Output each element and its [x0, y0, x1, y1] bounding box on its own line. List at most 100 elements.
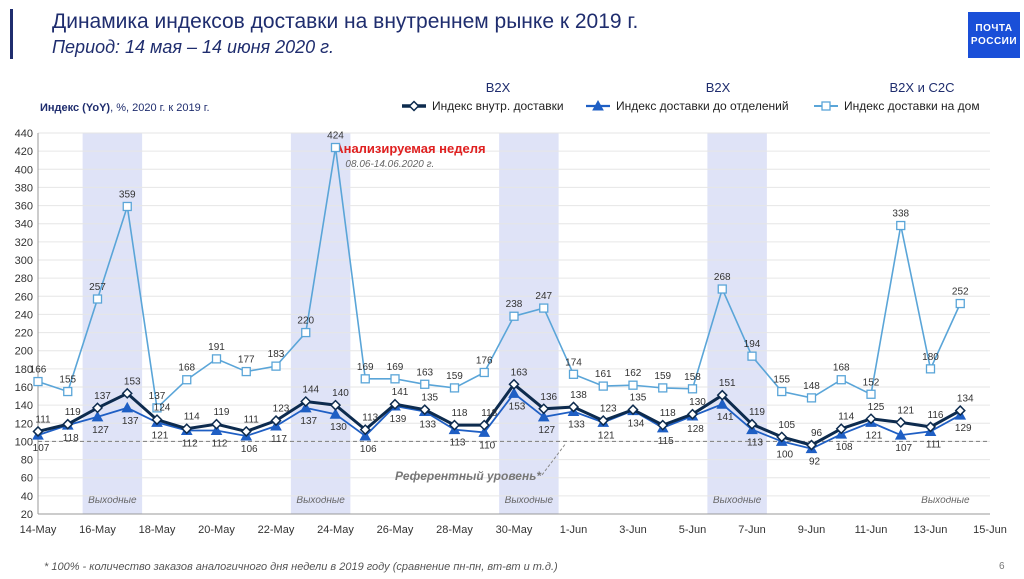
- series-point-square: [896, 220, 906, 231]
- data-label-branch: 153: [509, 401, 526, 412]
- y-tick-label: 320: [15, 237, 33, 249]
- page-number: 6: [999, 561, 1005, 572]
- data-label-total: 105: [778, 420, 795, 431]
- series-point-square: [152, 403, 162, 413]
- data-label-home: 161: [595, 369, 612, 380]
- data-label-branch: 121: [866, 430, 883, 441]
- data-label-total: 134: [957, 394, 974, 405]
- data-label-branch: 118: [63, 433, 79, 444]
- weekend-band: [499, 133, 559, 514]
- data-label-home: 162: [625, 368, 642, 379]
- series-point-diamond: [62, 418, 74, 430]
- series-point-triangle: [478, 426, 491, 437]
- series-line-triangle: [37, 392, 961, 450]
- series-point-square: [420, 379, 430, 389]
- x-tick-label: 1-Jun: [560, 524, 588, 536]
- pochta-logo: ПОЧТА РОССИИ: [968, 12, 1020, 58]
- footnote: * 100% - количество заказов аналогичного…: [44, 561, 558, 573]
- data-label-total: 141: [392, 387, 409, 398]
- x-tick-label: 7-Jun: [738, 524, 766, 536]
- series-point-square: [241, 366, 251, 377]
- data-label-branch: 110: [479, 440, 495, 451]
- series-point-square: [717, 284, 727, 294]
- data-label-total: 118: [481, 408, 497, 419]
- data-label-total: 121: [897, 405, 914, 416]
- data-label-total: 113: [362, 413, 378, 424]
- y-tick-label: 360: [15, 201, 33, 213]
- series-point-diamond: [121, 387, 133, 399]
- series-point-square: [658, 383, 668, 393]
- data-label-branch: 107: [895, 443, 912, 454]
- data-label-home: 194: [744, 339, 761, 350]
- data-label-total: 125: [868, 402, 885, 413]
- series-point-square: [301, 327, 311, 338]
- x-tick-label: 24-May: [317, 524, 354, 536]
- data-label-branch: 137: [300, 416, 317, 427]
- series-line-square: [37, 147, 962, 410]
- legend-label: Индекс доставки до отделений: [616, 99, 789, 113]
- series-point-square: [271, 361, 281, 371]
- data-label-branch: 139: [390, 414, 407, 425]
- legend-group-label: B2X: [486, 80, 511, 95]
- data-label-branch: 100: [776, 449, 793, 460]
- data-label-branch: 141: [717, 412, 734, 423]
- series-point-diamond: [359, 424, 371, 436]
- y-tick-label: 260: [15, 291, 33, 303]
- data-label-home: 247: [535, 291, 552, 302]
- series-point-diamond: [32, 425, 44, 438]
- series-point-square: [628, 380, 638, 390]
- series-point-diamond: [686, 408, 699, 420]
- data-label-total: 119: [214, 407, 230, 418]
- series-point-square: [598, 381, 608, 391]
- data-label-total: 123: [600, 404, 617, 415]
- series-point-diamond: [478, 419, 490, 431]
- data-label-branch: 117: [271, 434, 287, 445]
- series-point-diamond: [389, 398, 401, 410]
- analysis-box-subtitle: 08.06-14.06.2020 г.: [345, 159, 434, 170]
- data-label-branch: 133: [419, 419, 436, 430]
- series-point-diamond: [657, 419, 669, 431]
- weekend-label: Выходные: [296, 495, 345, 506]
- data-label-total: 144: [302, 385, 319, 396]
- legend-marker: [408, 100, 420, 112]
- series-point-diamond: [270, 415, 282, 427]
- series-point-triangle: [91, 410, 104, 422]
- series-point-square: [568, 369, 579, 379]
- data-label-total: 136: [540, 392, 557, 403]
- title-accent-bar: [10, 9, 13, 59]
- series-point-diamond: [954, 405, 966, 417]
- data-label-total: 111: [35, 414, 51, 425]
- data-label-home: 168: [833, 363, 850, 374]
- data-label-total: 96: [811, 428, 823, 439]
- y-tick-label: 340: [15, 219, 33, 231]
- series-point-triangle: [299, 401, 312, 413]
- data-label-branch: 113: [747, 438, 763, 449]
- data-label-home: 155: [59, 375, 76, 386]
- series-point-diamond: [448, 419, 461, 431]
- series-point-diamond: [300, 395, 312, 408]
- x-tick-label: 11-Jun: [855, 524, 888, 536]
- y-tick-label: 240: [15, 309, 33, 321]
- data-label-total: 130: [689, 397, 706, 408]
- y-tick-label: 280: [15, 273, 33, 285]
- weekend-label: Выходные: [713, 495, 762, 506]
- data-label-home: 183: [268, 349, 285, 360]
- series-point-square: [92, 294, 103, 304]
- data-label-total: 118: [452, 408, 468, 419]
- data-label-branch: 129: [955, 423, 972, 434]
- data-label-home: 238: [506, 299, 523, 310]
- data-label-total: 138: [570, 390, 587, 401]
- data-label-total: 151: [719, 378, 736, 389]
- series-point-diamond: [419, 404, 431, 416]
- y-axis-label-bold: Индекс (YoY): [40, 102, 110, 114]
- y-axis-label: Индекс (YoY), %, 2020 г. к 2019 г.: [40, 102, 210, 114]
- data-label-home: 176: [476, 355, 493, 366]
- weekend-label: Выходные: [505, 495, 554, 506]
- series-point-diamond: [776, 431, 788, 443]
- x-tick-label: 20-May: [198, 524, 235, 536]
- data-label-branch: 106: [241, 444, 258, 455]
- data-label-branch: 127: [538, 425, 555, 436]
- y-tick-label: 20: [21, 509, 33, 521]
- x-tick-label: 3-Jun: [619, 524, 647, 536]
